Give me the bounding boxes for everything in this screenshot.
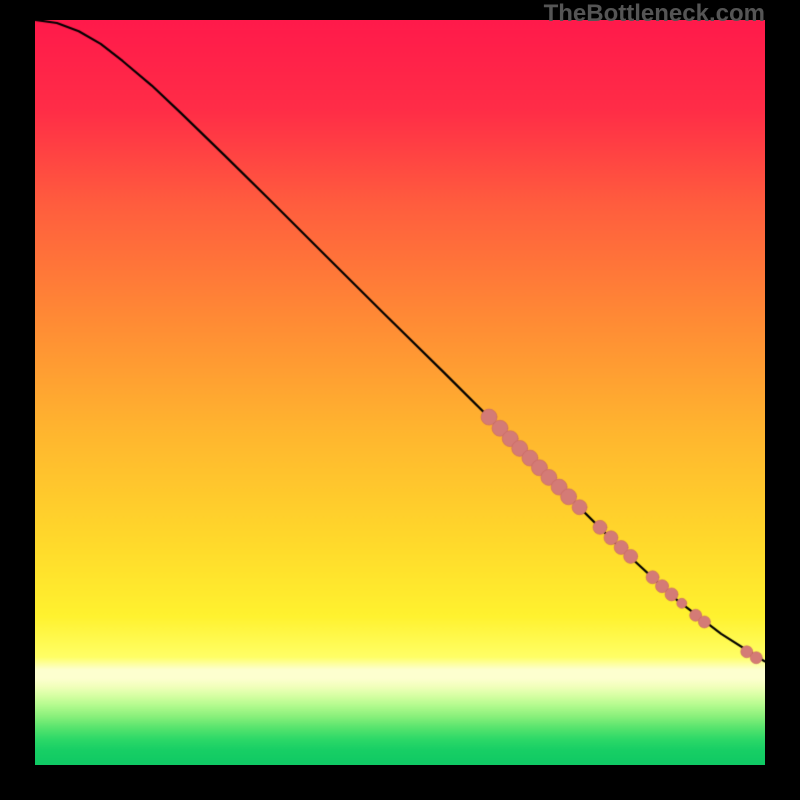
bottleneck-curve bbox=[35, 20, 765, 765]
plot-frame bbox=[35, 20, 765, 765]
chart-root: TheBottleneck.com bbox=[0, 0, 800, 800]
watermark-text: TheBottleneck.com bbox=[544, 0, 765, 28]
